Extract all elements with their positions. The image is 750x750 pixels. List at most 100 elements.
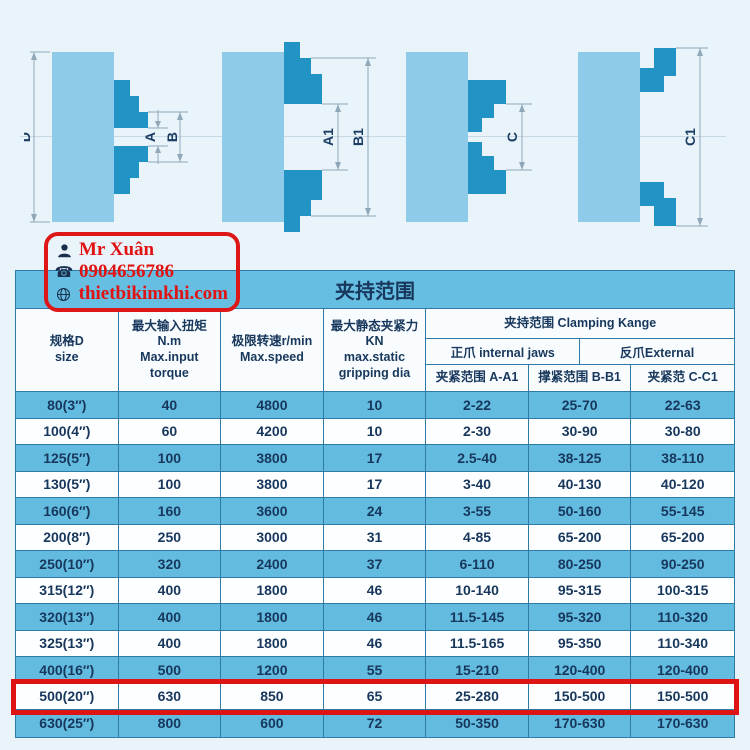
chuck-jaw-bottom [640,182,676,226]
contact-name-row: Mr Xuân [56,239,228,261]
table-cell: 160 [118,498,222,525]
table-cell: 630 [118,683,222,710]
table-cell: 120-400 [528,657,632,684]
table-cell: 6-110 [426,551,529,578]
phone-icon: ☎ [54,263,74,281]
table-cell: 150-500 [528,683,632,710]
header-range-a-a1: 夹紧范围 A-A1 [426,365,529,391]
table-cell: 600 [221,710,324,737]
chuck-body [578,52,640,222]
table-title: 夹持范围 [15,270,735,308]
dimension-lines [506,103,532,171]
table-cell: 10 [323,392,427,419]
table-cell: 11.5-165 [426,630,529,657]
table-cell: 80-250 [528,551,632,578]
table-cell: 15-210 [426,657,529,684]
spec-table: 夹持范围 规格D size 最大输入扭矩N.m Max.input torque… [15,270,735,738]
table-cell: 850 [221,683,324,710]
table-cell: 24 [323,498,427,525]
table-body: 80(3″) 40 4800 10 2-22 25-70 22-63 100(4″) 60 420… [15,391,735,738]
table-cell: 170-630 [529,710,632,737]
table-cell: 4-85 [426,524,529,551]
table-row: 125(5″) 100 3800 17 2.5-40 38-125 38-110 [16,445,734,472]
chuck-jaw-top [640,48,676,92]
table-cell: 38-110 [631,445,734,472]
dimension-lines [676,47,708,227]
table-row: 200(8″) 250 3000 31 4-85 65-200 65-200 [16,524,734,551]
table-row: 325(13″) 400 1800 46 11.5-165 95-350 110-340 [16,630,734,657]
dimension-arrows [697,48,703,226]
table-cell: 3800 [221,445,324,472]
dimension-lines [30,51,188,223]
chuck-jaw-bottom [284,170,322,232]
table-cell: 500 [118,657,222,684]
table-cell: 1800 [221,630,324,657]
header-jaw-types: 正爪 internal jaws 反爪External [426,339,734,365]
table-cell: 110-320 [631,604,734,631]
table-cell: 65 [323,683,427,710]
table-cell: 55-145 [631,498,734,525]
dim-label-D: D [24,132,33,142]
dimension-arrows [519,104,525,170]
table-cell: 90-250 [631,551,734,578]
dimension-arrows [335,58,371,216]
table-cell: 800 [119,710,222,737]
table-cell: 72 [324,710,427,737]
table-cell: 3000 [221,524,324,551]
table-cell: 95-320 [528,604,632,631]
table-cell: 46 [323,604,427,631]
table-row: 400(16″) 500 1200 55 15-210 120-400 120-400 [16,657,734,684]
table-cell: 170-630 [657,715,709,732]
table-cell: 95-315 [528,577,632,604]
table-cell: 40 [118,392,222,419]
table-cell: 11.5-145 [426,604,529,631]
chuck-diagram-external-closed: C [402,40,582,241]
table-cell: 40-120 [631,472,734,498]
chuck-jaw-bottom [468,142,506,194]
header-gripping-force: 最大静态夹紧力KN max.static gripping dia [324,309,427,391]
table-cell: 50-160 [528,498,632,525]
table-cell: 130(5″) [16,471,119,498]
table-cell: 1200 [221,657,324,684]
table-cell: 10 [323,418,427,445]
chuck-diagram-external-open: C1 [578,40,750,241]
table-cell: 46 [323,577,427,604]
table-cell: 500(20″) [16,683,119,710]
table-cell: 4200 [221,418,324,445]
table-cell: 250(10″) [16,551,119,578]
chuck-jaw-top [284,42,322,104]
table-cell: 2400 [221,551,324,578]
dim-label-B1: B1 [350,128,366,146]
table-cell: 38-125 [528,445,632,472]
table-cell: 17 [323,445,427,472]
table-cell: 110-340 [631,631,734,657]
table-cell: 400 [118,577,222,604]
chuck-jaw-top [468,80,506,132]
table-cell: 25-70 [528,392,632,419]
table-cell: 160(6″) [16,498,119,525]
table-cell: 100-315 [631,578,734,604]
table-row-highlighted: 500(20″) 630 850 65 25-280 150-500 150-500 [16,683,734,710]
table-cell: 1800 [221,604,324,631]
table-cell: 1800 [221,577,324,604]
contact-website: thietbikimkhi.com [78,283,228,304]
table-cell: 37 [323,551,427,578]
table-cell: 2.5-40 [426,445,529,472]
table-cell: 50-350 [426,710,529,737]
contact-phone-row: ☎ 0904656786 [54,261,228,283]
table-row: 315(12″) 400 1800 46 10-140 95-315 100-315 [16,577,734,604]
person-icon [56,243,72,258]
header-torque: 最大输入扭矩N.m Max.input torque [119,309,222,391]
globe-icon [56,287,72,302]
table-cell: 315(12″) [16,577,119,604]
chuck-diagram-internal-closed: D A B [17,40,204,241]
dimension-lines [311,57,376,217]
table-cell: 3-55 [426,498,529,525]
table-cell: 320(13″) [16,604,119,631]
table-cell: 30-80 [631,419,734,445]
table-cell: 400 [118,630,222,657]
chuck-body [52,52,114,222]
table-row: 320(13″) 400 1800 46 11.5-145 95-320 110-320 [16,604,734,631]
table-cell: 320 [118,551,222,578]
